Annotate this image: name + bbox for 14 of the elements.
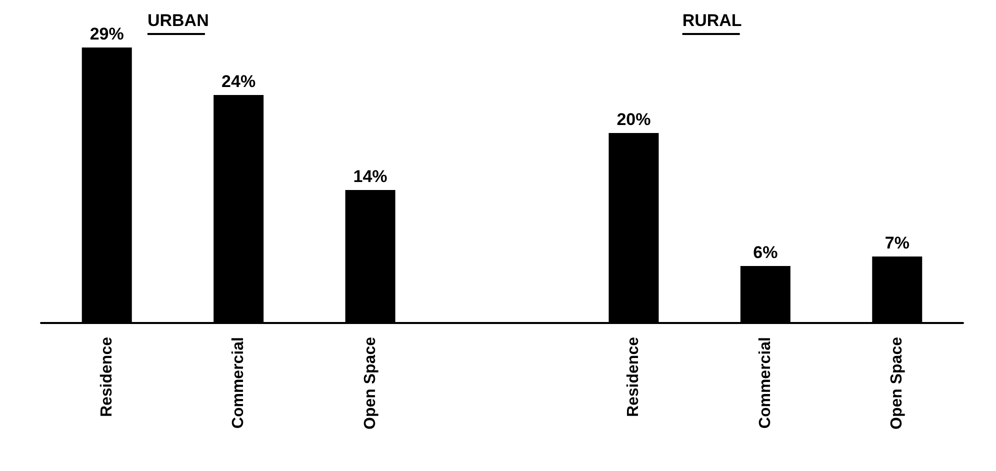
x-tick-label: Commercial — [756, 337, 774, 429]
data-label: 24% — [222, 72, 256, 91]
data-label: 14% — [353, 167, 388, 186]
data-label: 7% — [884, 234, 910, 252]
x-tick-label: Residence — [98, 336, 116, 418]
data-label: 6% — [753, 243, 778, 262]
x-tick-label: Open Space — [362, 336, 379, 430]
x-tick-label: Commercial — [230, 337, 248, 429]
x-tick-label: Residence — [625, 336, 642, 418]
data-label: 29% — [90, 24, 124, 44]
text: URBAN — [147, 11, 209, 30]
data-label: 20% — [616, 110, 651, 129]
text: RURAL — [682, 11, 742, 30]
x-tick-label: Open Space — [888, 336, 906, 430]
